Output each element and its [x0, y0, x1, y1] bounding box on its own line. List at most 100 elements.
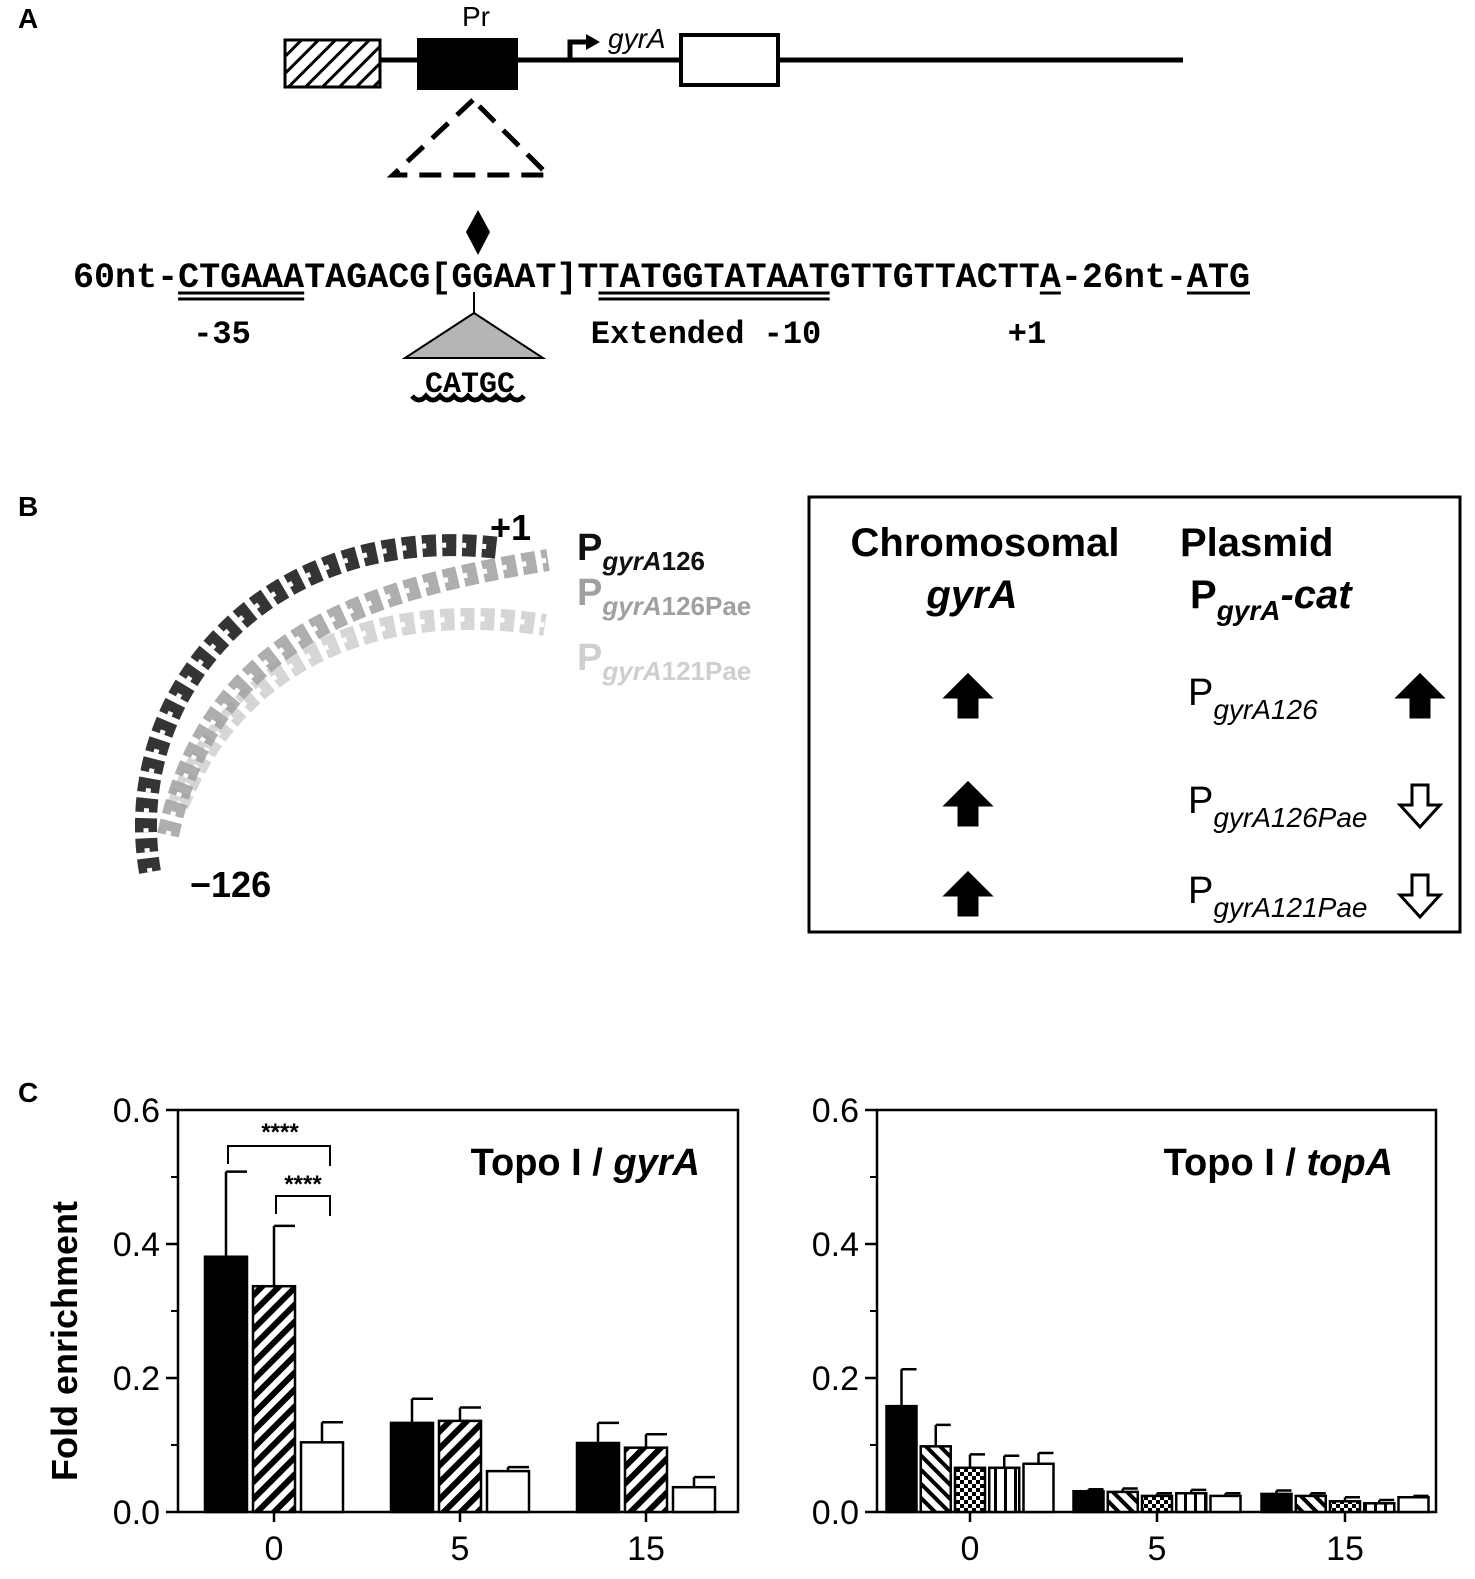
- promoter-p: P: [1188, 870, 1213, 912]
- bar: [251, 1284, 297, 1514]
- header-sub: gyrA: [1216, 595, 1281, 626]
- y-tick-label: 0.6: [812, 1092, 859, 1130]
- label-p: P: [577, 637, 602, 679]
- element-label: Extended -10: [591, 316, 821, 353]
- y-tick-label: 0.0: [812, 1494, 859, 1532]
- chart-title: Topo I / topA: [1164, 1142, 1393, 1184]
- error-bar: [1343, 1496, 1360, 1502]
- error-bar: [458, 1406, 481, 1421]
- insertion-mark: [401, 292, 547, 403]
- error-bar: [1412, 1494, 1429, 1498]
- error-bar: [1190, 1488, 1207, 1494]
- bar: [988, 1466, 1021, 1514]
- bar: [885, 1404, 918, 1514]
- x-tick-label: 0: [961, 1530, 980, 1568]
- header-p: P: [1190, 573, 1217, 617]
- bar: [1328, 1500, 1362, 1514]
- sequence: 60nt-CTGAAATAGACG[GGAAT]TTATGGTATAATGTTG…: [73, 258, 1250, 298]
- bar: [485, 1469, 531, 1514]
- arrow-up: [942, 672, 994, 719]
- error-bar: [1003, 1454, 1020, 1468]
- promoter-name: PgyrA121Pae: [1188, 870, 1367, 923]
- sequence-underlines: [178, 291, 1250, 301]
- bar: [299, 1441, 345, 1514]
- arrow-up: [942, 780, 994, 827]
- dna-structures: [135, 534, 550, 874]
- title-text: Topo I /: [1164, 1142, 1297, 1184]
- bar: [575, 1441, 621, 1514]
- structure-label: PgyrA126Pae: [577, 572, 751, 621]
- promoter-sub: gyrA126: [1213, 694, 1318, 725]
- label-sub: 126Pae: [662, 591, 752, 621]
- bar: [1022, 1462, 1055, 1514]
- label-sub: 121Pae: [662, 656, 752, 686]
- y-axis-label: Fold enrichment: [44, 1201, 85, 1481]
- label-sub: gyrA: [601, 591, 661, 621]
- summary-box: [807, 495, 1462, 934]
- helix-groove: [143, 542, 501, 873]
- x-tick-label: 5: [451, 1530, 470, 1568]
- label-sub: gyrA: [601, 656, 661, 686]
- label-sub: gyrA: [601, 546, 661, 576]
- end-label: −126: [190, 864, 271, 905]
- structure-label: PgyrA126: [577, 527, 705, 576]
- table-header: Plasmid: [1180, 521, 1333, 565]
- error-bar: [1309, 1491, 1326, 1496]
- panel-label: C: [18, 1077, 38, 1108]
- bar: [1072, 1489, 1105, 1514]
- title-text: Topo I /: [471, 1142, 604, 1184]
- significance-bracket: [275, 1195, 331, 1216]
- helix-groove: [175, 616, 546, 806]
- error-bar: [1087, 1487, 1104, 1492]
- bar: [623, 1446, 669, 1514]
- label-sub: 126: [662, 546, 705, 576]
- table-header: Chromosomal: [851, 521, 1120, 565]
- significance-bracket: [227, 1145, 331, 1166]
- x-tick-label: 5: [1148, 1530, 1167, 1568]
- element-label: -35: [193, 316, 251, 353]
- bar: [1175, 1491, 1208, 1514]
- error-bar: [224, 1170, 247, 1257]
- promoter-name: PgyrA126Pae: [1188, 780, 1367, 833]
- arrow-down: [1396, 783, 1444, 830]
- error-bar: [320, 1420, 343, 1443]
- error-bar: [1155, 1491, 1172, 1496]
- bar: [1294, 1494, 1327, 1514]
- y-tick-label: 0.6: [113, 1092, 160, 1130]
- title-gene: topA: [1306, 1142, 1393, 1184]
- title-gene: gyrA: [612, 1142, 700, 1184]
- error-bar: [596, 1421, 619, 1443]
- panel-label: A: [18, 3, 38, 34]
- error-bar: [1275, 1489, 1292, 1494]
- promoter-sub: gyrA121Pae: [1213, 892, 1367, 923]
- header-suffix: -cat: [1280, 573, 1353, 617]
- bar: [953, 1466, 987, 1514]
- y-tick-label: 0.4: [113, 1226, 160, 1264]
- structure-label: PgyrA121Pae: [577, 637, 751, 686]
- promoter-p: P: [1188, 672, 1213, 714]
- bar: [203, 1255, 249, 1514]
- error-bar: [1037, 1451, 1054, 1464]
- bar: [1209, 1494, 1242, 1514]
- bar: [1397, 1496, 1430, 1514]
- x-tick-label: 15: [1326, 1530, 1364, 1568]
- y-tick-label: 0.4: [812, 1226, 859, 1264]
- promoter-label: Pr: [462, 1, 490, 32]
- bar: [919, 1445, 952, 1514]
- error-bar: [644, 1433, 667, 1448]
- arrow-down: [1396, 873, 1444, 920]
- gene-map: [283, 33, 1183, 255]
- error-bar: [1224, 1491, 1241, 1496]
- promoter-p: P: [1188, 780, 1213, 822]
- label-p: P: [577, 572, 602, 614]
- error-bar: [1121, 1487, 1138, 1492]
- table-header: gyrA: [925, 573, 1017, 617]
- bar: [437, 1419, 483, 1514]
- error-bar: [900, 1368, 917, 1407]
- error-bar: [934, 1423, 951, 1447]
- arrow-up: [1394, 672, 1446, 719]
- error-bar: [692, 1475, 715, 1488]
- x-tick-label: 0: [265, 1530, 284, 1568]
- bar: [1140, 1494, 1174, 1514]
- gene-label: gyrA: [608, 23, 666, 54]
